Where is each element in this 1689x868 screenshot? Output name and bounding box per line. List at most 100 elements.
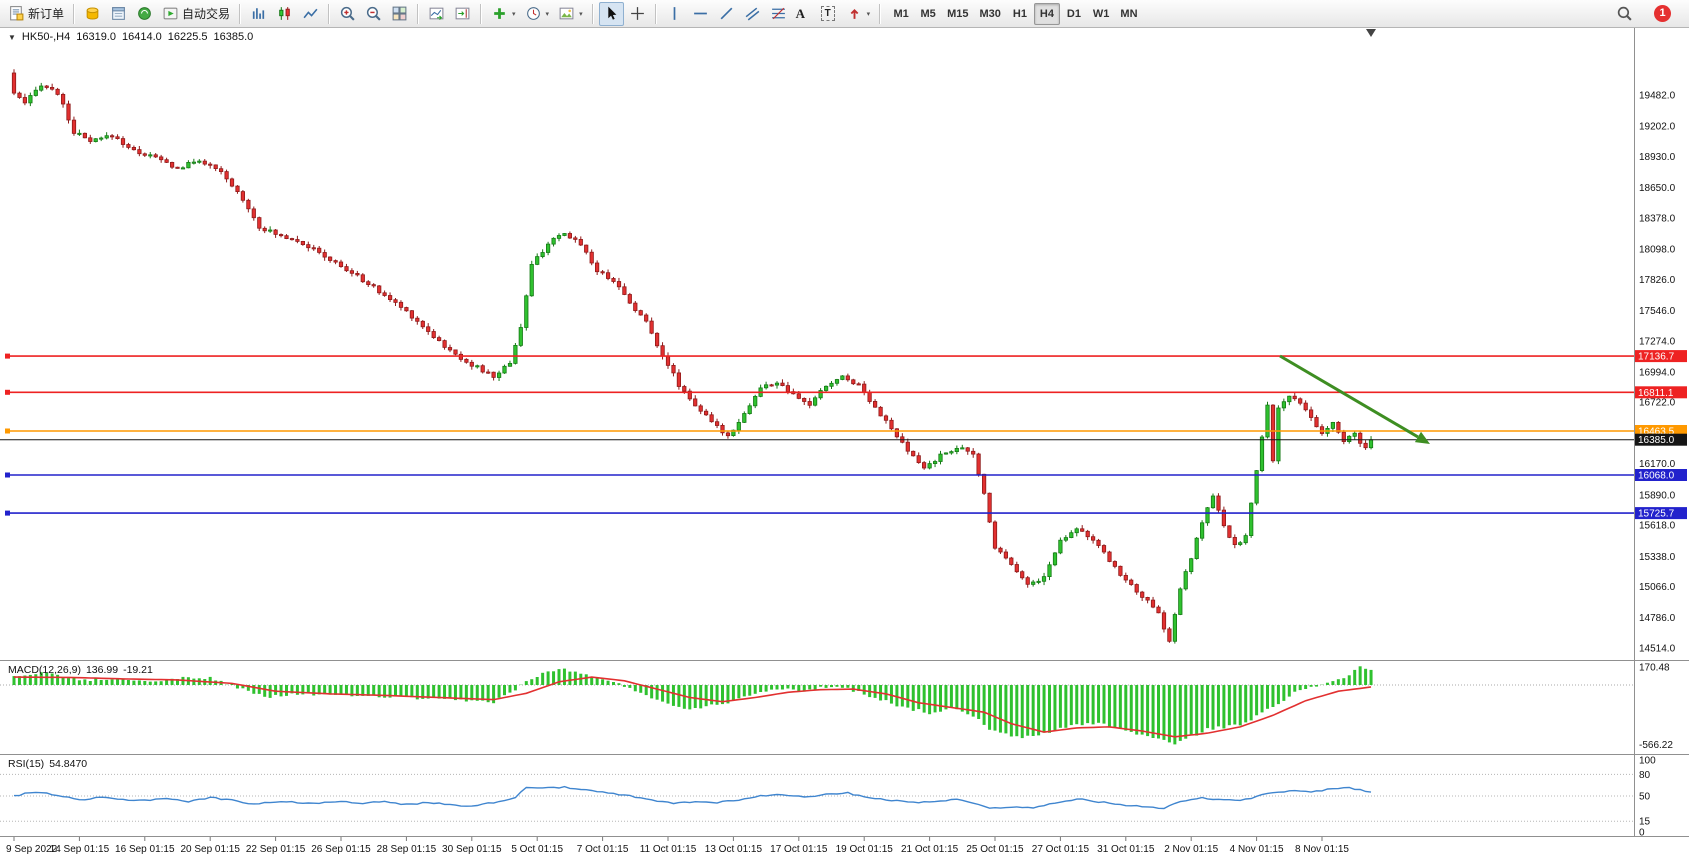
candle-body (535, 256, 540, 265)
macd-pane[interactable] (0, 662, 1634, 754)
tile-windows-icon (392, 6, 407, 21)
timeframe-m1-button[interactable]: M1 (888, 3, 914, 25)
time-scale[interactable] (0, 836, 1689, 868)
candle-body (137, 149, 142, 155)
timeframe-w1-button[interactable]: W1 (1088, 3, 1115, 25)
candle-body (202, 160, 207, 165)
chart-menu-arrow-icon[interactable]: ▼ (8, 32, 16, 42)
candle-body (513, 344, 518, 364)
chart-shift-marker[interactable] (1366, 29, 1376, 37)
equidistant-channel-button[interactable] (740, 2, 765, 26)
zoom-in-icon (340, 6, 355, 21)
candle-body (851, 379, 856, 385)
new-order-button[interactable]: 新订单 (4, 2, 68, 26)
badge-label: 17136.7 (1638, 352, 1675, 363)
candle-body (218, 168, 224, 172)
candle-body (1221, 509, 1226, 527)
candle-body (268, 229, 273, 232)
price-tick-label: 14786.0 (1639, 613, 1676, 624)
level-line-handle[interactable] (5, 353, 10, 359)
candle-body (22, 97, 28, 104)
templates-button[interactable]: ▾ (554, 2, 587, 26)
periods-button[interactable]: ▾ (521, 2, 554, 26)
candle-body (398, 301, 404, 308)
main-chart-pane[interactable] (0, 28, 1634, 660)
bar-chart-button[interactable] (246, 2, 271, 26)
search-button[interactable] (1612, 2, 1637, 26)
chart-shift-button[interactable] (450, 2, 475, 26)
candle-body (1298, 398, 1303, 404)
auto-trading-button[interactable]: 自动交易 (158, 2, 234, 26)
timeframe-m30-button[interactable]: M30 (975, 3, 1006, 25)
timeframe-h4-button[interactable]: H4 (1033, 2, 1060, 25)
candle-body (1150, 599, 1156, 608)
candle-body (322, 252, 327, 258)
candle-body (589, 251, 594, 264)
line-chart-button[interactable] (298, 2, 323, 26)
horizontal-line-button[interactable] (688, 2, 713, 26)
tile-windows-button[interactable] (387, 2, 412, 26)
price-tick-label: 15338.0 (1639, 552, 1676, 563)
notification-badge[interactable]: 1 (1654, 5, 1671, 22)
candlestick-chart-button[interactable] (272, 2, 297, 26)
notification-count: 1 (1659, 7, 1666, 19)
zoom-out-button[interactable] (361, 2, 386, 26)
candle-body (562, 233, 567, 236)
arrows-icon (850, 8, 858, 19)
data-window-button[interactable] (106, 2, 131, 26)
navigator-button[interactable] (132, 2, 157, 26)
timeframe-toolbar: M1 M5 M15 M30 H1 H4 D1 W1 MN (888, 2, 1142, 25)
timeframe-m15-button[interactable]: M15 (942, 3, 973, 25)
level-line-handle[interactable] (5, 472, 10, 478)
rsi-axis-label: 50 (1639, 792, 1651, 803)
price-tick-label: 19202.0 (1639, 122, 1676, 133)
candle-body (88, 137, 93, 142)
candle-body (611, 278, 616, 282)
auto-scroll-button[interactable] (424, 2, 449, 26)
macd-axis-label: -566.22 (1639, 740, 1673, 751)
zoom-in-button[interactable] (335, 2, 360, 26)
candle-body (1156, 606, 1161, 614)
level-line-handle[interactable] (5, 389, 10, 395)
vertical-line-button[interactable] (662, 2, 687, 26)
crosshair-button[interactable] (625, 2, 650, 26)
level-line-handle[interactable] (5, 510, 10, 516)
candle-body (1232, 537, 1237, 546)
candle-body (409, 310, 415, 319)
timeframe-m5-button[interactable]: M5 (915, 3, 941, 25)
candle-body (311, 247, 316, 250)
candle-body (802, 397, 807, 402)
candle-body (464, 358, 469, 363)
market-watch-button[interactable] (80, 2, 105, 26)
timeframe-mn-button[interactable]: MN (1115, 3, 1142, 25)
text-tool-button[interactable]: A (792, 2, 816, 26)
candle-body (235, 185, 240, 193)
arrows-tool-button[interactable]: ▾ (842, 2, 875, 26)
crosshair-icon (630, 7, 644, 20)
candle-body (595, 262, 600, 273)
candle-body (676, 372, 682, 387)
candle-body (1031, 581, 1036, 585)
market-watch-icon (86, 7, 99, 20)
badge-label: 16068.0 (1638, 471, 1675, 482)
timeframe-d1-button[interactable]: D1 (1061, 3, 1087, 25)
price-tick-label: 19482.0 (1639, 91, 1676, 102)
candle-body (1020, 571, 1025, 579)
candle-body (338, 261, 344, 267)
price-level-badge: 15725.7 (1635, 507, 1687, 520)
fibonacci-button[interactable] (766, 2, 791, 26)
text-label-tool-button[interactable]: T (817, 2, 841, 26)
candle-body (818, 390, 823, 399)
candle-body (77, 132, 82, 135)
time-tick-label: 19 Oct 01:15 (836, 844, 894, 855)
candle-body (420, 320, 425, 328)
level-line-handle[interactable] (5, 428, 10, 434)
timeframe-h1-button[interactable]: H1 (1007, 3, 1033, 25)
trend-arrow-head[interactable] (1414, 431, 1430, 444)
add-indicator-button[interactable]: ▾ (487, 2, 520, 26)
trend-arrow-line[interactable] (1279, 354, 1419, 439)
candle-body (382, 292, 387, 296)
trendline-button[interactable] (714, 2, 739, 26)
cursor-button[interactable] (598, 1, 624, 26)
